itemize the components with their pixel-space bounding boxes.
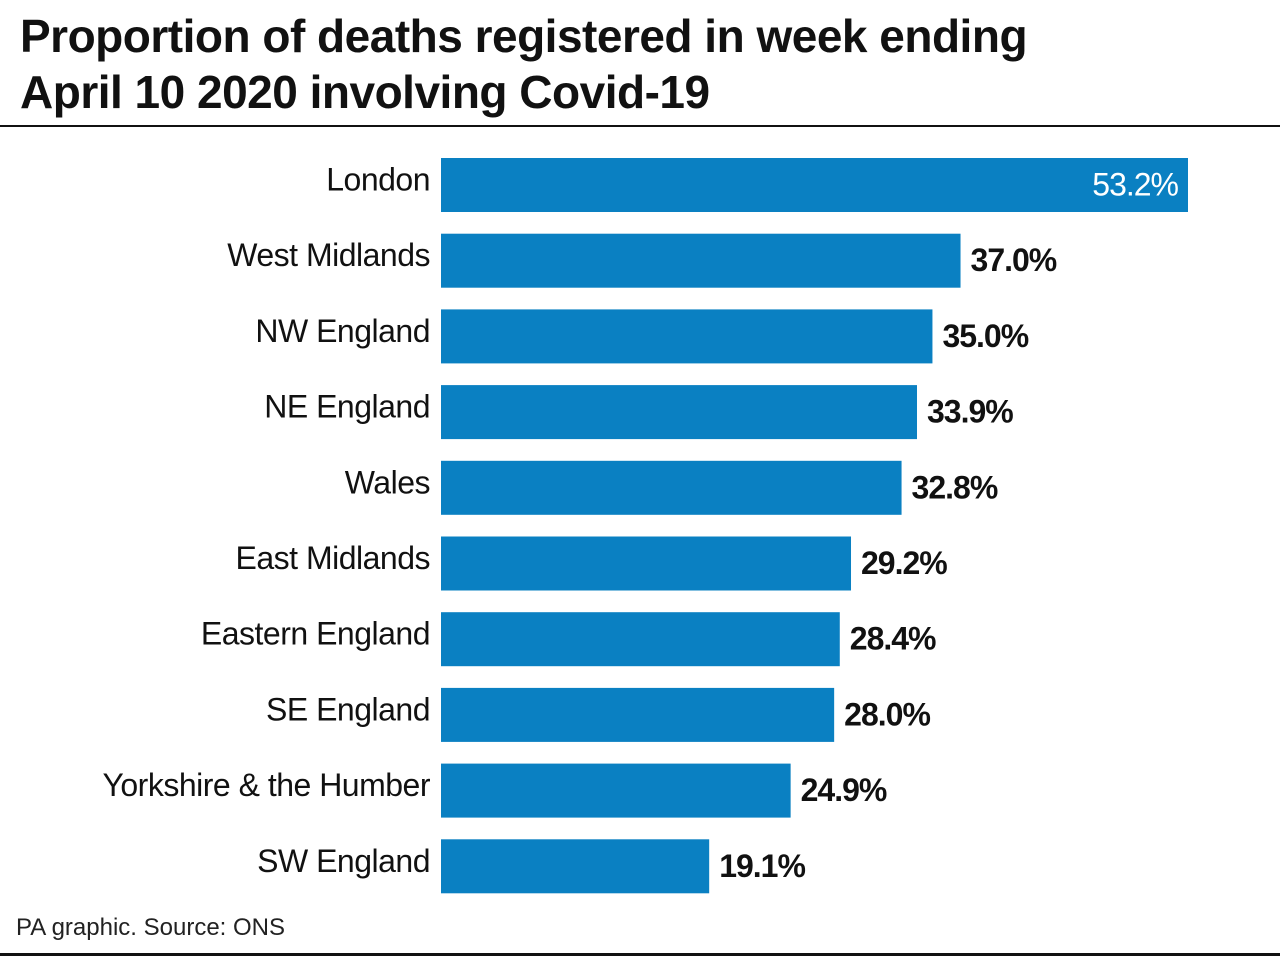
category-label: West Midlands bbox=[227, 237, 430, 273]
value-label: 53.2% bbox=[1092, 166, 1178, 202]
bar bbox=[441, 839, 710, 894]
value-label: 28.0% bbox=[844, 696, 930, 732]
category-label: SW England bbox=[257, 843, 430, 879]
bar bbox=[441, 385, 918, 440]
value-label: 28.4% bbox=[850, 621, 936, 657]
category-label: NW England bbox=[255, 313, 430, 349]
bar bbox=[441, 612, 840, 667]
category-label: East Midlands bbox=[236, 540, 430, 576]
divider bbox=[0, 125, 1280, 127]
divider bbox=[0, 953, 1280, 956]
bar bbox=[441, 158, 1188, 212]
value-label: 33.9% bbox=[927, 394, 1013, 430]
category-label: Eastern England bbox=[201, 616, 430, 652]
category-label: Yorkshire & the Humber bbox=[102, 767, 430, 803]
value-label: 24.9% bbox=[801, 772, 887, 808]
category-label: Wales bbox=[345, 464, 430, 500]
category-label: SE England bbox=[266, 691, 430, 727]
category-label: NE England bbox=[264, 389, 430, 425]
bar bbox=[441, 536, 852, 591]
bar bbox=[441, 763, 791, 818]
value-label: 19.1% bbox=[719, 848, 805, 884]
value-label: 37.0% bbox=[971, 242, 1057, 278]
chart-title: Proportion of deaths registered in week … bbox=[20, 10, 1028, 118]
bar bbox=[441, 309, 933, 364]
value-label: 32.8% bbox=[912, 469, 998, 505]
category-label: London bbox=[326, 161, 430, 197]
value-label: 35.0% bbox=[942, 318, 1028, 354]
bar bbox=[441, 233, 961, 288]
value-label: 29.2% bbox=[861, 545, 947, 581]
bar bbox=[441, 460, 902, 515]
source-note: PA graphic. Source: ONS bbox=[16, 914, 286, 941]
bar bbox=[441, 687, 835, 742]
